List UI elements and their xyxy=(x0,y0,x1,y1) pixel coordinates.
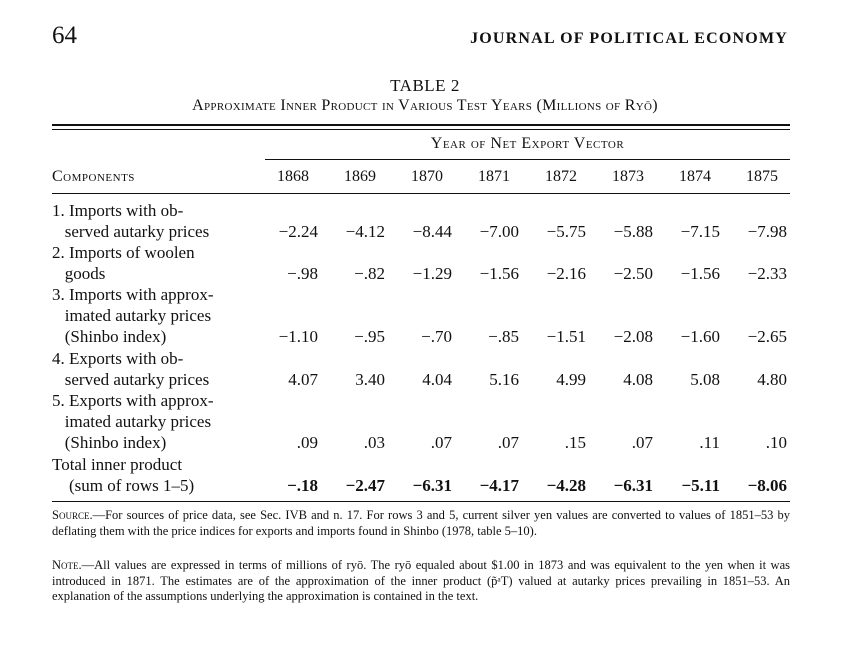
table-cell: −1.29 xyxy=(412,264,452,283)
table-cell: −7.00 xyxy=(479,222,519,241)
year-header-1869: 1869 xyxy=(344,168,376,185)
note-lead: Note. xyxy=(52,558,82,572)
table-cell: 4.04 xyxy=(422,370,452,389)
bottom-rule xyxy=(52,501,790,502)
year-header-1871: 1871 xyxy=(478,168,510,185)
table-cell: .11 xyxy=(699,433,720,452)
row-label-line: served autarky prices xyxy=(52,222,210,241)
table-cell: .07 xyxy=(631,433,653,452)
source-lead: Source. xyxy=(52,508,93,522)
table-cell: .07 xyxy=(430,433,452,452)
year-header-1870: 1870 xyxy=(411,168,443,185)
table-cell: .09 xyxy=(296,433,318,452)
row-label-line: 3. Imports with approx- xyxy=(52,285,214,304)
table-cell: −4.12 xyxy=(345,222,385,241)
table-cell: −5.11 xyxy=(681,476,721,495)
table-cell: .15 xyxy=(564,433,586,452)
table-cell: −8.06 xyxy=(747,476,787,495)
table-cell: −.98 xyxy=(287,264,318,283)
components-header: Components xyxy=(52,168,135,185)
table-cell: 4.07 xyxy=(288,370,318,389)
table-cell: −1.56 xyxy=(479,264,519,283)
group-header-rule xyxy=(265,159,790,160)
table-cell: −.95 xyxy=(354,327,385,346)
table-cell: −7.15 xyxy=(680,222,720,241)
table-cell: −.82 xyxy=(354,264,385,283)
row-label-line: 5. Exports with approx- xyxy=(52,391,214,410)
table-cell: .07 xyxy=(497,433,519,452)
year-header-1873: 1873 xyxy=(612,168,644,185)
note-text: —All values are expressed in terms of mi… xyxy=(52,558,790,603)
group-header: Year of Net Export Vector xyxy=(430,135,625,152)
table-cell: 4.99 xyxy=(556,370,586,389)
row-label-line: (sum of rows 1–5) xyxy=(52,476,195,495)
source-text: —For sources of price data, see Sec. IVB… xyxy=(52,508,790,538)
table-cell: −6.31 xyxy=(613,476,653,495)
row-label-line: goods xyxy=(52,264,106,283)
table-cell: −2.24 xyxy=(278,222,318,241)
page-number: 64 xyxy=(52,22,77,49)
row-label-line: 1. Imports with ob- xyxy=(52,201,184,220)
table-label: TABLE 2 xyxy=(390,76,460,95)
note-footnote: Note.—All values are expressed in terms … xyxy=(52,558,790,605)
table-cell: −.18 xyxy=(287,476,318,495)
table-cell: .03 xyxy=(363,433,385,452)
table-cell: −2.50 xyxy=(613,264,653,283)
header-rule xyxy=(52,193,790,194)
table-cell: 4.80 xyxy=(757,370,787,389)
journal-title: JOURNAL OF POLITICAL ECONOMY xyxy=(470,30,788,47)
table-cell: −2.08 xyxy=(613,327,653,346)
year-header-1875: 1875 xyxy=(746,168,778,185)
table-cell: −2.33 xyxy=(747,264,787,283)
table-cell: −6.31 xyxy=(412,476,452,495)
row-label-line: Total inner product xyxy=(52,455,183,474)
table-cell: 5.08 xyxy=(690,370,720,389)
year-header-1872: 1872 xyxy=(545,168,577,185)
table-cell: .10 xyxy=(765,433,787,452)
table-cell: −2.47 xyxy=(345,476,385,495)
table-cell: −1.60 xyxy=(680,327,720,346)
table-cell: −7.98 xyxy=(747,222,787,241)
row-label-line: imated autarky prices xyxy=(52,306,212,325)
table-cell: −2.16 xyxy=(546,264,586,283)
year-header-1868: 1868 xyxy=(277,168,309,185)
top-rule-thick xyxy=(52,124,790,126)
row-label-line: (Shinbo index) xyxy=(52,433,167,452)
row-label-line: (Shinbo index) xyxy=(52,327,167,346)
table-caption: Approximate Inner Product in Various Tes… xyxy=(192,97,658,114)
row-label-line: imated autarky prices xyxy=(52,412,212,431)
source-footnote: Source.—For sources of price data, see S… xyxy=(52,508,790,539)
table-cell: 3.40 xyxy=(355,370,385,389)
row-label-line: 2. Imports of woolen xyxy=(52,243,195,262)
table-cell: −1.10 xyxy=(278,327,318,346)
table-cell: −.85 xyxy=(488,327,519,346)
top-rule-thin xyxy=(52,129,790,130)
table-cell: 5.16 xyxy=(489,370,519,389)
table-cell: −1.56 xyxy=(680,264,720,283)
table-cell: −8.44 xyxy=(412,222,452,241)
table-cell: −.70 xyxy=(421,327,452,346)
table-cell: −2.65 xyxy=(747,327,787,346)
row-label-line: 4. Exports with ob- xyxy=(52,349,184,368)
table-cell: −1.51 xyxy=(546,327,586,346)
table-cell: −5.75 xyxy=(546,222,586,241)
table-cell: 4.08 xyxy=(623,370,653,389)
table-cell: −4.17 xyxy=(479,476,519,495)
table-cell: −4.28 xyxy=(546,476,586,495)
row-label-line: served autarky prices xyxy=(52,370,210,389)
year-header-1874: 1874 xyxy=(679,168,711,185)
table-cell: −5.88 xyxy=(613,222,653,241)
